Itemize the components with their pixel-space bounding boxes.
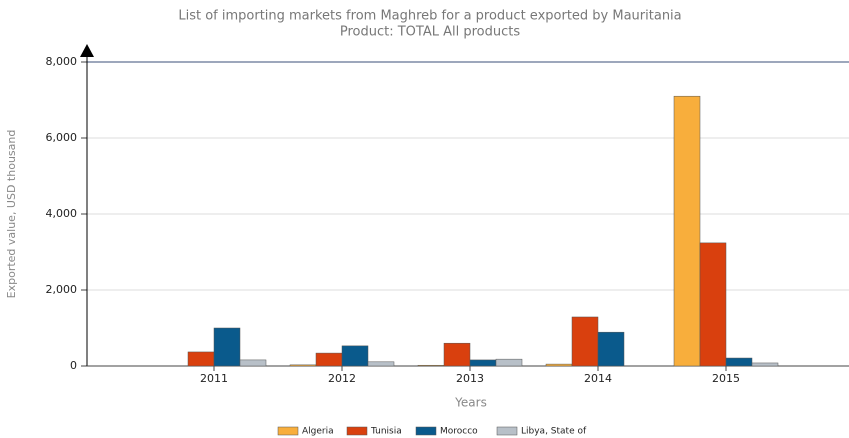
- y-tick-label: 8,000: [46, 55, 78, 68]
- x-tick-label: 2013: [456, 372, 484, 385]
- legend-swatch: [346, 426, 368, 436]
- x-tick-label: 2015: [712, 372, 740, 385]
- x-tick-label: 2014: [584, 372, 612, 385]
- bar: [341, 345, 369, 367]
- x-tick-label: 2012: [328, 372, 356, 385]
- bar: [699, 242, 727, 367]
- bar: [213, 327, 241, 367]
- legend-swatch: [496, 426, 518, 436]
- y-tick-label: 6,000: [46, 131, 78, 144]
- x-axis-label: Years: [454, 396, 487, 410]
- legend-swatch: [415, 426, 437, 436]
- bar: [751, 362, 779, 367]
- bar: [495, 358, 523, 367]
- bar: [571, 316, 599, 367]
- legend-label: Algeria: [302, 427, 334, 437]
- y-axis-label: Exported value, USD thousand: [5, 130, 18, 299]
- bar: [673, 95, 701, 367]
- bar: [417, 364, 445, 367]
- chart-subtitle: Product: TOTAL All products: [340, 25, 520, 40]
- bar: [367, 361, 395, 367]
- legend-label: Morocco: [440, 427, 478, 437]
- legend-swatch: [277, 426, 299, 436]
- bar: [239, 359, 267, 367]
- bar: [545, 363, 573, 367]
- bar: [187, 351, 215, 367]
- y-tick-label: 0: [70, 359, 77, 372]
- chart-title: List of importing markets from Maghreb f…: [178, 9, 681, 24]
- bar: [443, 342, 471, 367]
- bar: [725, 357, 753, 367]
- bar: [597, 331, 625, 367]
- x-tick-label: 2011: [200, 372, 228, 385]
- legend-label: Tunisia: [370, 427, 402, 437]
- y-tick-label: 4,000: [46, 207, 78, 220]
- bar: [289, 364, 317, 367]
- bar: [469, 359, 497, 367]
- bar: [315, 352, 343, 367]
- legend-label: Libya, State of: [521, 427, 587, 437]
- y-tick-label: 2,000: [46, 283, 78, 296]
